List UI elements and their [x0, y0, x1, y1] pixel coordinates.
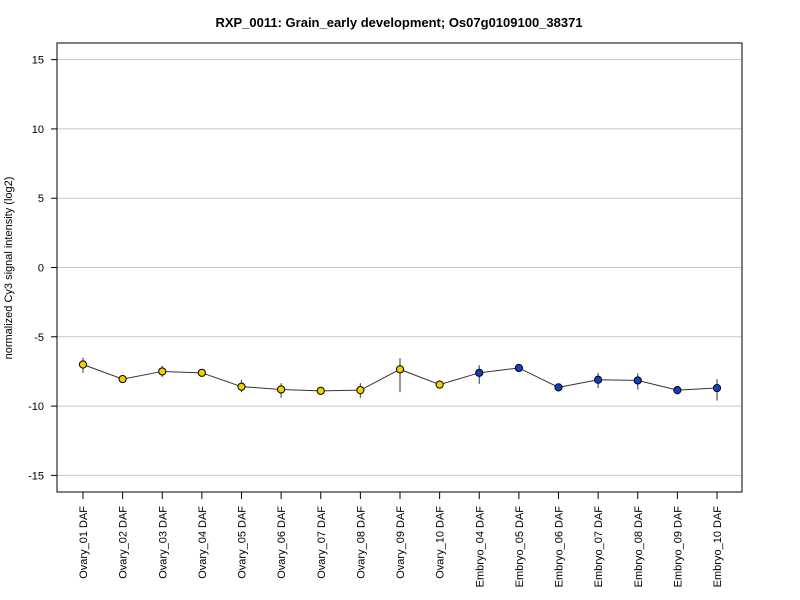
y-axis-label: normalized Cy3 signal intensity (log2) — [3, 177, 15, 360]
y-tick-label: 5 — [38, 193, 44, 205]
x-tick-label: Ovary_01 DAF — [78, 506, 90, 579]
data-point — [594, 375, 603, 384]
y-tick-label: -10 — [28, 401, 44, 413]
x-tick-label: Embryo_06 DAF — [554, 506, 566, 588]
x-tick-label: Ovary_08 DAF — [355, 506, 367, 579]
data-point — [197, 368, 206, 377]
data-point — [158, 367, 167, 376]
y-tick-label: 15 — [32, 55, 44, 67]
data-point — [712, 383, 722, 393]
point-layer — [78, 360, 722, 395]
x-tick-label: Ovary_07 DAF — [316, 506, 328, 579]
data-point — [237, 382, 246, 391]
data-point — [395, 365, 405, 374]
data-point — [316, 386, 325, 395]
x-tick-label: Embryo_07 DAF — [593, 506, 605, 588]
data-point — [673, 386, 682, 395]
x-tick-label: Ovary_06 DAF — [276, 506, 288, 579]
x-tick-label: Ovary_05 DAF — [237, 506, 249, 579]
x-tick-label: Ovary_03 DAF — [157, 506, 169, 579]
x-tick-label: Embryo_04 DAF — [474, 506, 486, 588]
data-point — [118, 374, 127, 384]
data-point — [78, 360, 88, 369]
y-tick-label: -5 — [34, 332, 44, 344]
data-point — [435, 380, 444, 389]
data-point — [277, 385, 286, 394]
y-tick-label: 10 — [32, 124, 44, 136]
axis-layer: -15 -10 -5 0 5 10 15 Ovary_01 DAF Ovary_02 DAF Ov… — [28, 55, 724, 588]
data-point — [633, 376, 642, 385]
x-tick-label: Embryo_05 DAF — [514, 506, 526, 588]
x-tick-label: Ovary_02 DAF — [118, 506, 130, 579]
data-point — [475, 368, 484, 377]
x-tick-label: Embryo_09 DAF — [672, 506, 684, 588]
x-tick-label: Ovary_10 DAF — [435, 506, 447, 579]
y-tick-label: 0 — [38, 263, 44, 275]
x-tick-label: Embryo_10 DAF — [712, 506, 724, 588]
data-point — [356, 386, 365, 395]
x-tick-label: Embryo_08 DAF — [633, 506, 645, 588]
chart-title: RXP_0011: Grain_early development; Os07g… — [215, 15, 582, 30]
y-tick-label: -15 — [28, 470, 44, 482]
data-point — [554, 383, 563, 392]
data-point — [514, 363, 523, 373]
x-tick-label: Ovary_09 DAF — [395, 506, 407, 579]
plot-frame — [56, 42, 743, 493]
grid-layer — [57, 59, 742, 476]
x-tick-label: Ovary_04 DAF — [197, 506, 209, 579]
